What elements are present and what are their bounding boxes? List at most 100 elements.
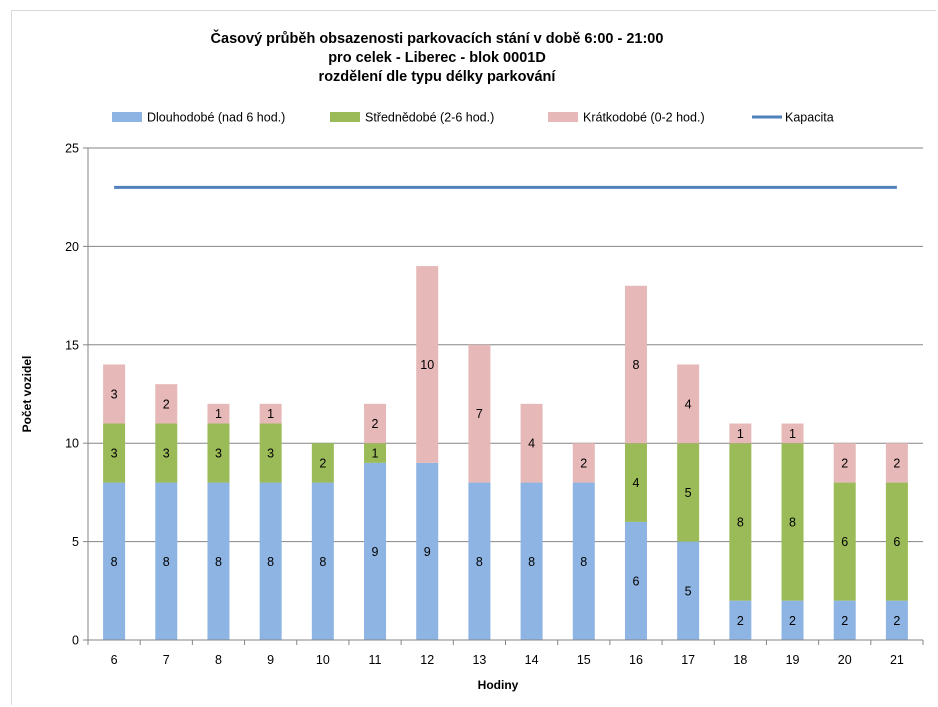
- data-label: 8: [267, 555, 274, 569]
- data-label: 8: [319, 555, 326, 569]
- y-axis-title: Počet vozidel: [20, 356, 34, 433]
- bar-segment-2: [259, 423, 282, 483]
- bar-segment-3: [677, 364, 700, 444]
- x-axis-title: Hodiny: [478, 678, 519, 692]
- data-label: 8: [476, 555, 483, 569]
- bar-segment-3: [520, 403, 543, 483]
- x-tick-label: 13: [472, 653, 486, 667]
- data-label: 8: [789, 515, 796, 529]
- bar-segment-3: [624, 285, 647, 444]
- legend-swatch: [548, 112, 578, 122]
- bar-segment-3: [572, 443, 595, 483]
- x-tick-label: 12: [420, 653, 434, 667]
- bar-segment-1: [729, 600, 752, 640]
- data-label: 4: [685, 397, 692, 411]
- legend-item-2: Střednědobé (2-6 hod.): [330, 111, 494, 125]
- data-label: 2: [893, 456, 900, 470]
- data-label: 1: [737, 427, 744, 441]
- x-tick-label: 11: [369, 653, 382, 667]
- data-label: 2: [841, 456, 848, 470]
- x-tick-label: 9: [267, 653, 274, 667]
- bar-segment-3: [729, 423, 752, 444]
- data-label: 9: [372, 545, 379, 559]
- chart-title-line-1: Časový průběh obsazenosti parkovacích st…: [211, 29, 664, 47]
- bar-segment-3: [103, 364, 126, 424]
- x-tick-label: 19: [786, 653, 800, 667]
- data-label: 8: [163, 555, 170, 569]
- x-tick-label: 7: [163, 653, 170, 667]
- bar-segment-1: [207, 482, 230, 640]
- bar-segment-1: [520, 482, 543, 640]
- legend-item-4: Kapacita: [752, 111, 834, 125]
- data-label: 4: [528, 437, 535, 451]
- bar-segment-3: [781, 423, 804, 444]
- chart-title-line-3: rozdělení dle typu délky parkování: [319, 69, 557, 85]
- bar-segment-2: [207, 423, 230, 483]
- chart-title: Časový průběh obsazenosti parkovacích st…: [211, 29, 664, 85]
- data-label: 2: [789, 614, 796, 628]
- bar-segment-2: [729, 443, 752, 601]
- data-label: 1: [372, 447, 379, 461]
- bar-segment-1: [781, 600, 804, 640]
- data-label: 5: [685, 486, 692, 500]
- bar-segment-3: [833, 443, 856, 483]
- x-tick-label: 10: [316, 653, 330, 667]
- data-label: 2: [319, 456, 326, 470]
- bar-segment-1: [833, 600, 856, 640]
- x-tick-label: 20: [838, 653, 852, 667]
- bar-segment-1: [311, 482, 334, 640]
- data-label: 2: [841, 614, 848, 628]
- chart-border: [11, 10, 936, 705]
- bar-segment-2: [833, 482, 856, 601]
- data-label: 3: [111, 388, 118, 402]
- bar-segment-1: [572, 482, 595, 640]
- bar-segment-1: [624, 521, 647, 640]
- y-tick-label: 0: [72, 634, 79, 648]
- data-label: 10: [420, 358, 434, 372]
- data-label: 8: [528, 555, 535, 569]
- data-label: 2: [580, 456, 587, 470]
- data-labels: 8 3 3 8 3 2 8 3 1 8 3 1 8 2 9 1 2 9 10 8 7 8 4 8 2 6 4 8 5 5 4 2 8 1 2 8 1 2 6…: [111, 358, 901, 628]
- bar-segment-2: [155, 423, 178, 483]
- bar-segment-3: [416, 266, 439, 463]
- bar-segment-3: [259, 403, 282, 424]
- legend-label: Střednědobé (2-6 hod.): [365, 111, 494, 125]
- bar-segment-1: [416, 462, 439, 640]
- bar-segment-3: [207, 403, 230, 424]
- data-label: 5: [685, 584, 692, 598]
- data-label: 9: [424, 545, 431, 559]
- data-label: 8: [111, 555, 118, 569]
- bar-segment-1: [155, 482, 178, 640]
- data-label: 2: [372, 417, 379, 431]
- bar-segment-2: [624, 443, 647, 522]
- bar-segment-1: [677, 541, 700, 640]
- bar-segment-1: [364, 462, 387, 640]
- data-label: 4: [632, 476, 639, 490]
- bar-segment-1: [885, 600, 908, 640]
- data-label: 8: [632, 358, 639, 372]
- bar-segment-1: [103, 482, 126, 640]
- data-label: 3: [163, 447, 170, 461]
- bar-segment-2: [103, 423, 126, 483]
- bar-segment-2: [885, 482, 908, 601]
- bar-segment-1: [468, 482, 491, 640]
- data-label: 6: [893, 535, 900, 549]
- data-label: 2: [893, 614, 900, 628]
- data-label: 6: [841, 535, 848, 549]
- legend: Dlouhodobé (nad 6 hod.) Střednědobé (2-6 …: [112, 111, 834, 125]
- x-tick-label: 15: [577, 653, 591, 667]
- data-label: 8: [737, 515, 744, 529]
- data-label: 3: [111, 447, 118, 461]
- chart-title-line-2: pro celek - Liberec - blok 0001D: [328, 50, 546, 66]
- bar-segment-3: [885, 443, 908, 483]
- bar-segment-2: [311, 443, 334, 483]
- data-label: 3: [267, 447, 274, 461]
- x-tick-label: 8: [215, 653, 222, 667]
- bar-segment-1: [259, 482, 282, 640]
- bars: [103, 266, 908, 640]
- data-label: 8: [580, 555, 587, 569]
- data-label: 7: [476, 407, 483, 421]
